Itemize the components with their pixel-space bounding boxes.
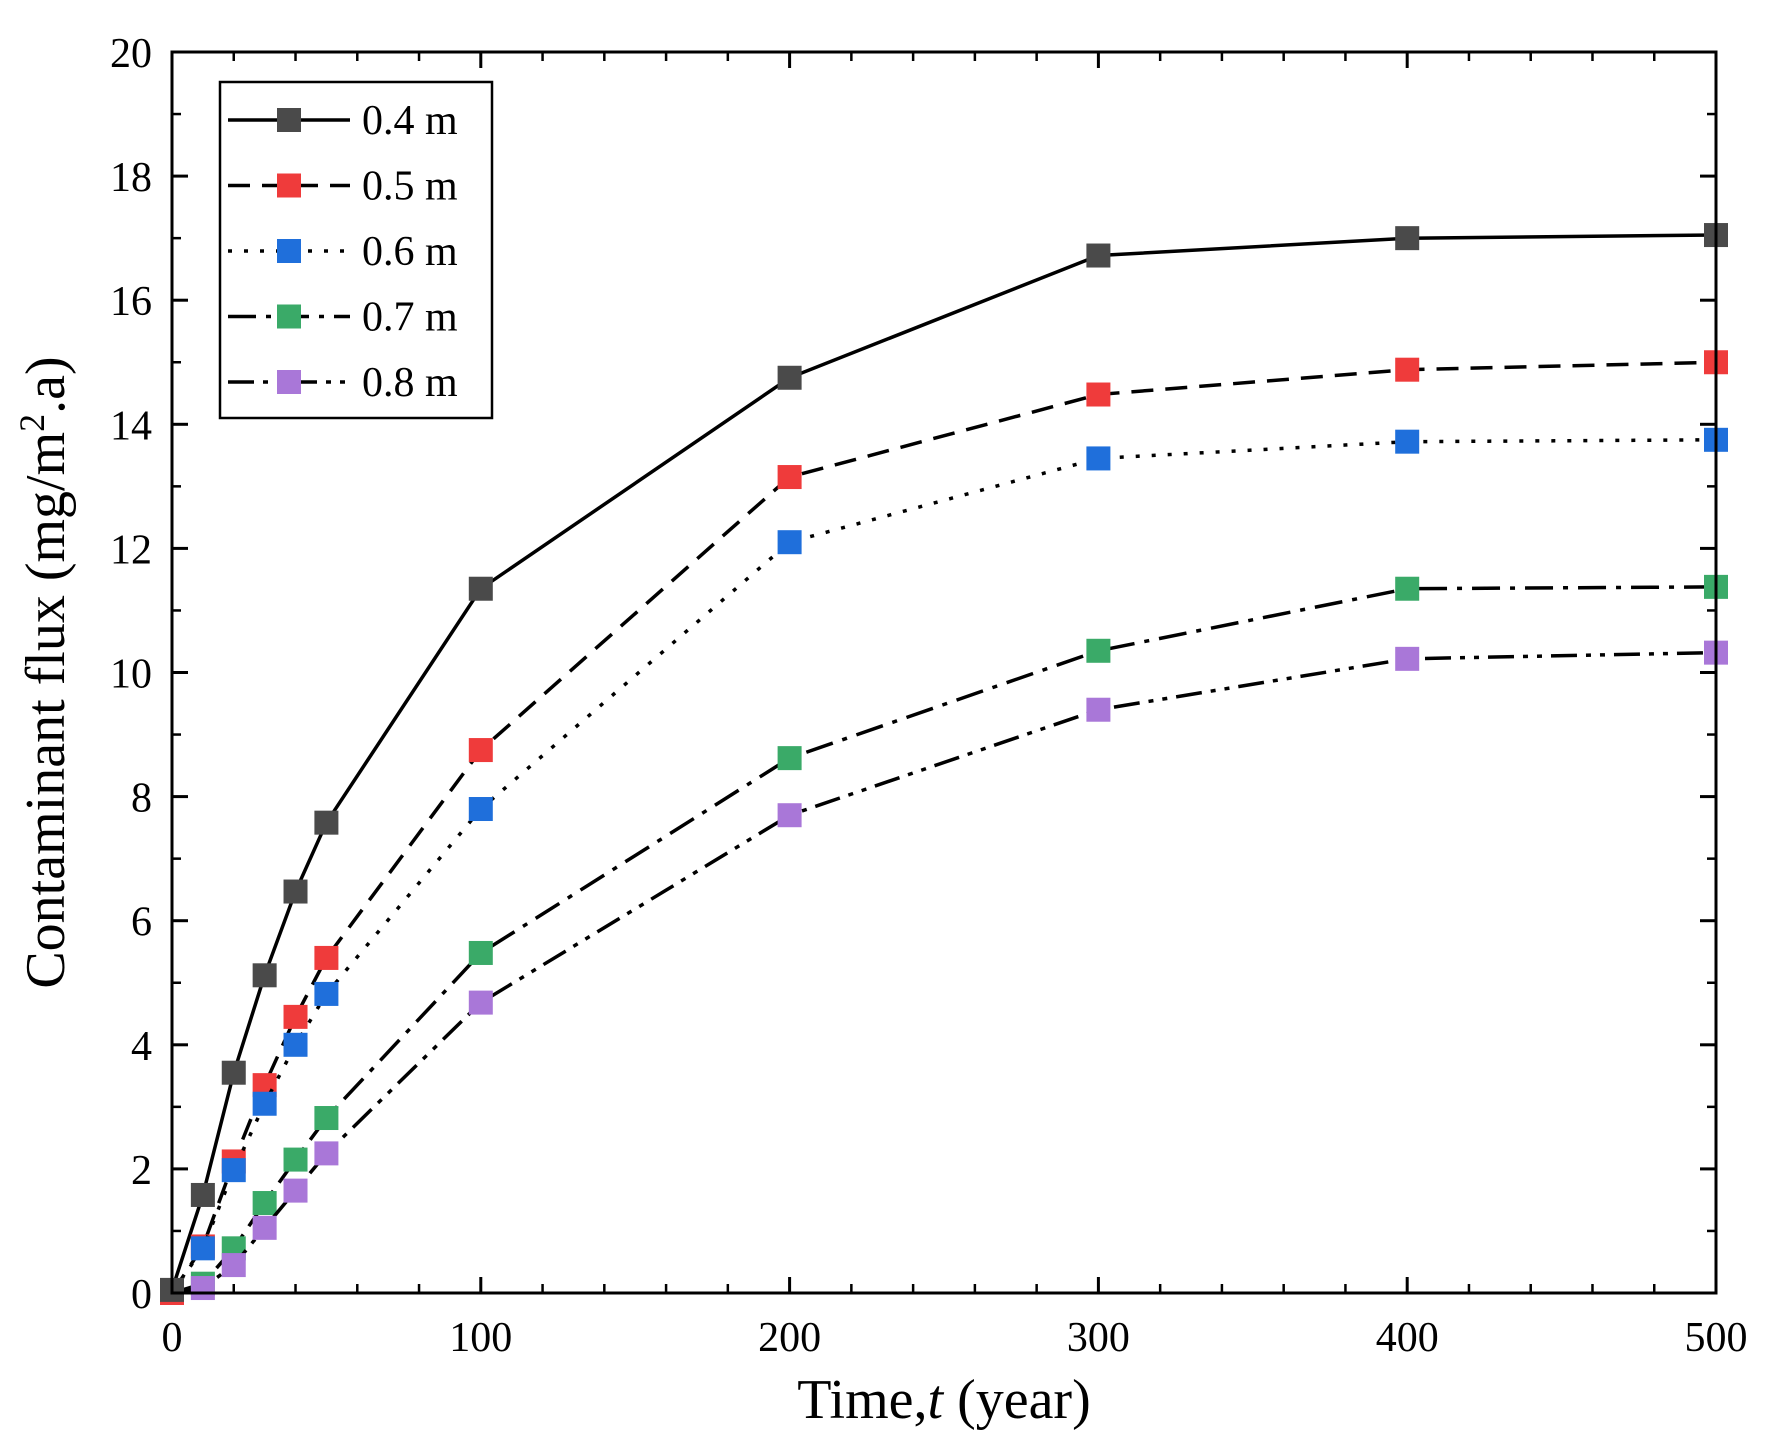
data-point [252,1215,277,1240]
data-point [1086,382,1111,407]
data-point [283,879,308,904]
legend-label: 0.4 m [362,98,458,144]
data-point [468,797,493,822]
data-point [314,981,339,1006]
data-point [283,1004,308,1029]
y-tick-label: 18 [110,155,152,201]
legend-box [218,80,494,420]
data-point [1395,646,1420,671]
y-axis-title: Contaminant flux (mg/m2.a) [12,356,77,988]
y-tick-label: 20 [110,31,152,77]
x-tick-label: 200 [758,1315,821,1361]
data-point [777,465,802,490]
y-axis-title-tail: .a) [15,356,77,414]
x-tick-label: 0 [162,1315,183,1361]
data-point [1395,429,1420,454]
data-point [314,1141,339,1166]
y-tick-label: 2 [131,1148,152,1194]
x-axis-title: Time,t (year) [797,1369,1090,1431]
data-point [1086,697,1111,722]
data-point [190,1182,215,1207]
data-point [283,1178,308,1203]
series-layer [160,223,1728,1305]
ticks-layer: 0 100 200 300 400 500 0 2 4 6 8 10 12 14 16 18 20 [110,31,1748,1361]
data-point [190,1276,215,1301]
x-axis-title-unit: (year) [943,1369,1091,1431]
x-tick-label: 300 [1067,1315,1130,1361]
data-point [252,1091,277,1116]
legend-marker [277,173,301,198]
data-point [1086,638,1111,663]
x-tick-label: 400 [1376,1315,1439,1361]
data-point [252,963,277,988]
y-tick-label: 8 [131,776,152,822]
y-axis-title-main: Contaminant flux (mg/m [15,432,77,989]
series-group [170,427,1728,1294]
data-point [1086,446,1111,471]
data-point [777,746,802,771]
data-point [1395,357,1420,382]
data-point [283,1147,308,1172]
data-point [221,1253,246,1278]
legend-marker [277,304,301,329]
y-tick-label: 6 [131,900,152,946]
legend: 0.4 m 0.5 m 0.6 m 0.7 m 0.8 m [218,80,494,420]
legend-label: 0.8 m [362,360,458,406]
data-point [1086,243,1111,268]
data-point [314,945,339,970]
data-point [283,1032,308,1057]
y-tick-label: 10 [110,652,152,698]
plot-frame [170,50,1718,1295]
y-tick-label: 0 [131,1272,152,1318]
x-tick-label: 500 [1685,1315,1748,1361]
data-point [314,810,339,835]
y-tick-label: 4 [131,1024,152,1070]
y-tick-label: 16 [110,279,152,325]
data-point [468,738,493,763]
x-tick-label: 100 [449,1315,512,1361]
legend-marker [277,108,301,132]
data-point [777,803,802,828]
series-group [170,223,1728,1291]
data-point [1395,576,1420,601]
data-point [252,1191,277,1216]
legend-label: 0.7 m [362,295,458,341]
data-point [468,990,493,1015]
legend-marker [277,239,301,263]
legend-label: 0.5 m [362,164,458,210]
data-point [190,1236,215,1261]
x-axis-title-italic: t [928,1369,945,1431]
data-point [468,576,493,601]
x-axis-title-main: Time, [797,1369,927,1431]
data-point [777,530,802,555]
data-point [221,1060,246,1085]
data-point [468,940,493,965]
data-point [1395,226,1420,251]
data-point [221,1158,246,1183]
y-tick-label: 12 [110,527,152,573]
data-point [314,1106,339,1131]
legend-label: 0.6 m [362,229,458,275]
y-tick-label: 14 [110,403,152,449]
y-axis-title-superscript: 2 [12,414,52,432]
legend-marker [277,370,301,394]
series-line [170,360,1717,1294]
data-point [777,365,802,390]
